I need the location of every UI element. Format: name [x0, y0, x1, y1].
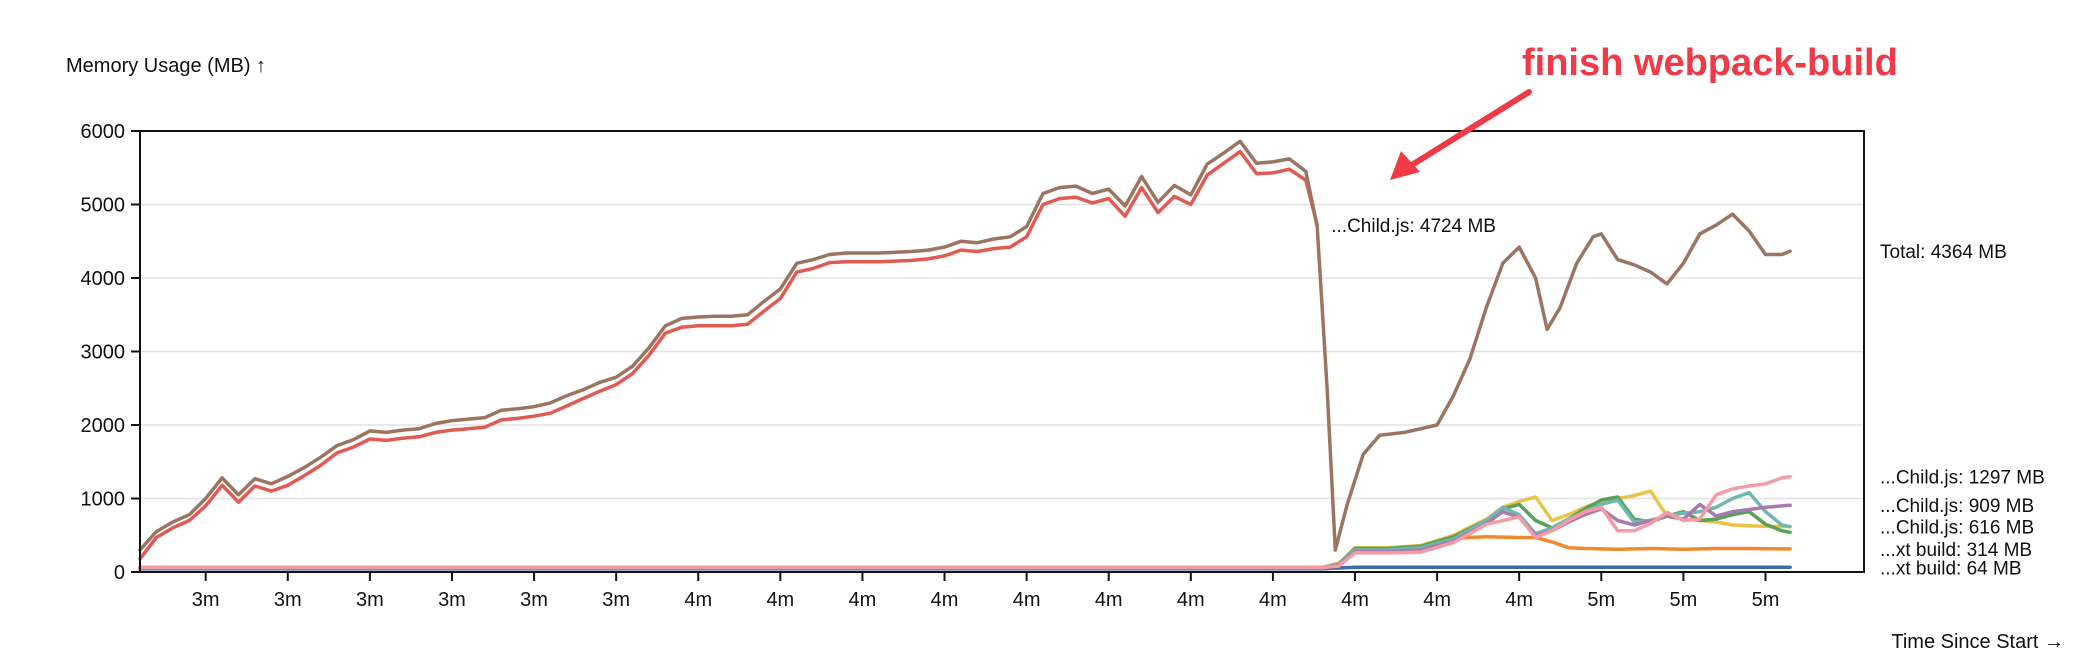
x-tick-label: 4m: [1177, 589, 1205, 611]
y-tick-label: 1000: [81, 489, 126, 511]
y-tick-label: 3000: [81, 342, 126, 364]
x-tick-label: 4m: [849, 589, 877, 611]
x-axis-title: Time Since Start →: [1891, 631, 2064, 653]
x-tick-label: 3m: [274, 589, 302, 611]
x-tick-label: 5m: [1752, 589, 1780, 611]
x-tick-label: 5m: [1587, 589, 1615, 611]
y-tick-label: 4000: [81, 268, 126, 290]
series-line: [138, 489, 1792, 570]
series-end-label: ...Child.js: 1297 MB: [1880, 468, 2045, 489]
y-axis: 0 1000 2000 3000 4000 5000 6000: [81, 121, 140, 584]
y-tick-label: 6000: [81, 121, 126, 143]
x-tick-label: 4m: [684, 589, 712, 611]
x-tick-label: 4m: [1013, 589, 1041, 611]
series-end-labels: Total: 4364 MB ...Child.js: 4724 MB ...Chi…: [1331, 216, 2045, 580]
series-end-label: Total: 4364 MB: [1880, 242, 2007, 263]
x-tick-label: 4m: [1423, 589, 1451, 611]
plot-frame: [139, 130, 1865, 573]
y-axis-title: Memory Usage (MB) ↑: [66, 55, 266, 77]
annotation-arrow: [1404, 89, 1532, 171]
annotation-text: finish webpack-build: [1522, 42, 1898, 84]
x-tick-label: 3m: [520, 589, 548, 611]
series-line: [138, 139, 1792, 552]
y-tick-label: 5000: [81, 195, 126, 217]
x-tick-label: 4m: [1341, 589, 1369, 611]
x-tick-label: 4m: [1259, 589, 1287, 611]
x-axis: 3m 3m 3m 3m 3m 3m 4m 4m 4m 4m 4m 4m 4m 4m 4m 4m 4m 5m 5m 5m: [192, 572, 1780, 611]
series-end-label: ...Child.js: 909 MB: [1880, 496, 2034, 517]
y-tick-label: 0: [114, 562, 125, 584]
series-lines: [138, 139, 1792, 571]
series-end-label: ...xt build: 314 MB: [1880, 540, 2032, 561]
series-end-label: ...Child.js: 616 MB: [1880, 518, 2034, 539]
x-tick-label: 3m: [192, 589, 220, 611]
series-line: [138, 149, 1319, 561]
x-tick-label: 3m: [602, 589, 630, 611]
x-tick-label: 3m: [438, 589, 466, 611]
y-tick-label: 2000: [81, 415, 126, 437]
x-tick-label: 4m: [1095, 589, 1123, 611]
x-tick-label: 4m: [931, 589, 959, 611]
x-tick-label: 4m: [766, 589, 794, 611]
series-line: [138, 474, 1792, 570]
series-line: [138, 534, 1792, 570]
series-end-label: ...xt build: 64 MB: [1880, 558, 2022, 579]
annotation-arrowhead: [1390, 151, 1420, 180]
x-tick-label: 5m: [1669, 589, 1697, 611]
series-line: [138, 490, 1792, 570]
x-tick-label: 4m: [1505, 589, 1533, 611]
annotation: finish webpack-build: [1390, 42, 1898, 180]
series-end-label: ...Child.js: 4724 MB: [1331, 216, 1496, 237]
x-tick-label: 3m: [356, 589, 384, 611]
